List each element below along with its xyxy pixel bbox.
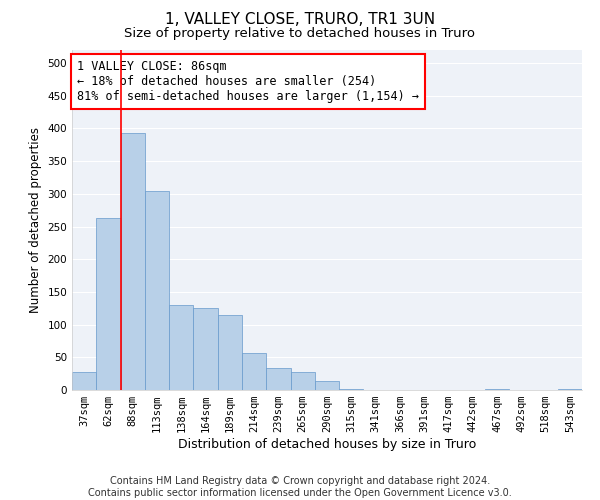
Bar: [145, 190, 169, 390]
Y-axis label: Number of detached properties: Number of detached properties: [29, 127, 42, 313]
Bar: [315, 381, 339, 390]
Bar: [169, 305, 193, 390]
Bar: [72, 372, 96, 390]
Bar: [290, 372, 315, 390]
Bar: [193, 308, 218, 390]
Bar: [218, 315, 242, 390]
Text: Size of property relative to detached houses in Truro: Size of property relative to detached ho…: [125, 28, 476, 40]
Bar: [121, 133, 145, 390]
Bar: [242, 352, 266, 390]
Text: 1, VALLEY CLOSE, TRURO, TR1 3UN: 1, VALLEY CLOSE, TRURO, TR1 3UN: [165, 12, 435, 28]
Text: 1 VALLEY CLOSE: 86sqm
← 18% of detached houses are smaller (254)
81% of semi-det: 1 VALLEY CLOSE: 86sqm ← 18% of detached …: [77, 60, 419, 103]
Bar: [96, 218, 121, 390]
Bar: [266, 368, 290, 390]
Text: Contains HM Land Registry data © Crown copyright and database right 2024.
Contai: Contains HM Land Registry data © Crown c…: [88, 476, 512, 498]
X-axis label: Distribution of detached houses by size in Truro: Distribution of detached houses by size …: [178, 438, 476, 451]
